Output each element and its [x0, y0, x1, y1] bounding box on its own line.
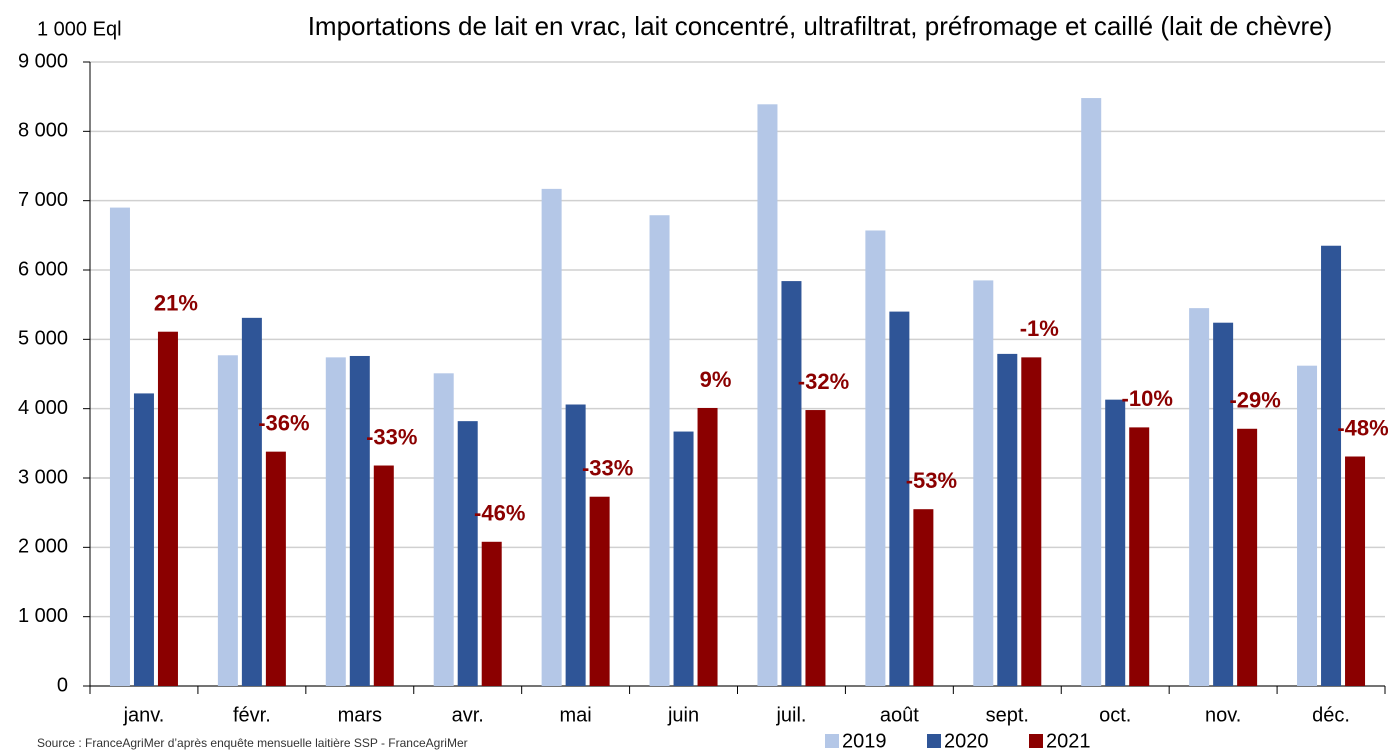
legend-swatch [825, 734, 839, 748]
change-label: -46% [474, 501, 525, 526]
y-tick-label: 8 000 [18, 120, 68, 142]
bar [1081, 98, 1102, 686]
y-tick-label: 2 000 [18, 536, 68, 558]
bar [1189, 308, 1210, 686]
bar [1105, 399, 1126, 686]
x-tick-label: juil. [775, 704, 806, 726]
change-label: 21% [154, 291, 198, 316]
legend-label: 2021 [1046, 730, 1091, 752]
bar [697, 407, 718, 686]
legend-swatch [1029, 734, 1043, 748]
bar [1021, 357, 1042, 686]
change-label: -33% [366, 424, 417, 449]
change-label: -1% [1020, 316, 1059, 341]
bar [1321, 245, 1342, 686]
bar [241, 317, 262, 686]
bar [133, 393, 154, 686]
bar [433, 373, 454, 686]
bar [1129, 427, 1150, 686]
y-tick-label: 6 000 [18, 258, 68, 280]
bar [325, 357, 346, 686]
change-label: -48% [1337, 415, 1388, 440]
bar [913, 509, 934, 686]
x-tick-label: févr. [233, 704, 271, 726]
bar [997, 353, 1018, 686]
bar [349, 355, 370, 686]
bar [157, 331, 178, 686]
bar [673, 431, 694, 686]
bar [781, 281, 802, 686]
x-tick-label: août [880, 704, 919, 726]
change-label: -53% [906, 468, 957, 493]
bar [1345, 456, 1366, 686]
y-tick-label: 4 000 [18, 397, 68, 419]
bar [217, 355, 238, 686]
x-tick-label: déc. [1312, 704, 1350, 726]
change-label: -33% [582, 456, 633, 481]
x-tick-label: avr. [452, 704, 484, 726]
bar [565, 404, 586, 686]
bar [265, 451, 286, 686]
x-tick-label: juin [667, 704, 699, 726]
x-tick-label: mai [560, 704, 592, 726]
y-tick-label: 9 000 [18, 50, 68, 72]
bar [865, 230, 886, 687]
x-tick-label: mars [338, 704, 382, 726]
x-tick-label: nov. [1205, 704, 1241, 726]
legend-swatch [927, 734, 941, 748]
x-tick-label: sept. [986, 704, 1029, 726]
bar [373, 465, 394, 686]
bar [589, 496, 610, 686]
bar [889, 311, 910, 686]
legend-label: 2019 [842, 730, 887, 752]
y-tick-label: 0 [57, 674, 68, 696]
bar [481, 541, 502, 686]
bar [805, 410, 826, 686]
bar [1213, 322, 1234, 686]
bar [541, 188, 562, 686]
bar [757, 104, 778, 686]
bar [973, 280, 994, 686]
bar [1237, 428, 1258, 686]
legend-label: 2020 [944, 730, 989, 752]
x-tick-label: oct. [1099, 704, 1131, 726]
x-tick-label: janv. [123, 704, 165, 726]
bar [1297, 365, 1318, 686]
y-tick-label: 7 000 [18, 189, 68, 211]
y-tick-label: 5 000 [18, 328, 68, 350]
bar [109, 207, 130, 686]
y-tick-label: 3 000 [18, 466, 68, 488]
bar [457, 421, 478, 686]
y-tick-label: 1 000 [18, 605, 68, 627]
source: Source : FranceAgriMer d’après enquête m… [37, 736, 468, 750]
change-label: -10% [1122, 386, 1173, 411]
change-label: 9% [700, 367, 732, 392]
change-label: -29% [1229, 388, 1280, 413]
change-label: -36% [258, 410, 309, 435]
y-axis-label: 1 000 Eql [37, 18, 122, 40]
bar [649, 215, 670, 686]
change-label: -32% [798, 369, 849, 394]
chart-title: Importations de lait en vrac, lait conce… [307, 11, 1333, 41]
